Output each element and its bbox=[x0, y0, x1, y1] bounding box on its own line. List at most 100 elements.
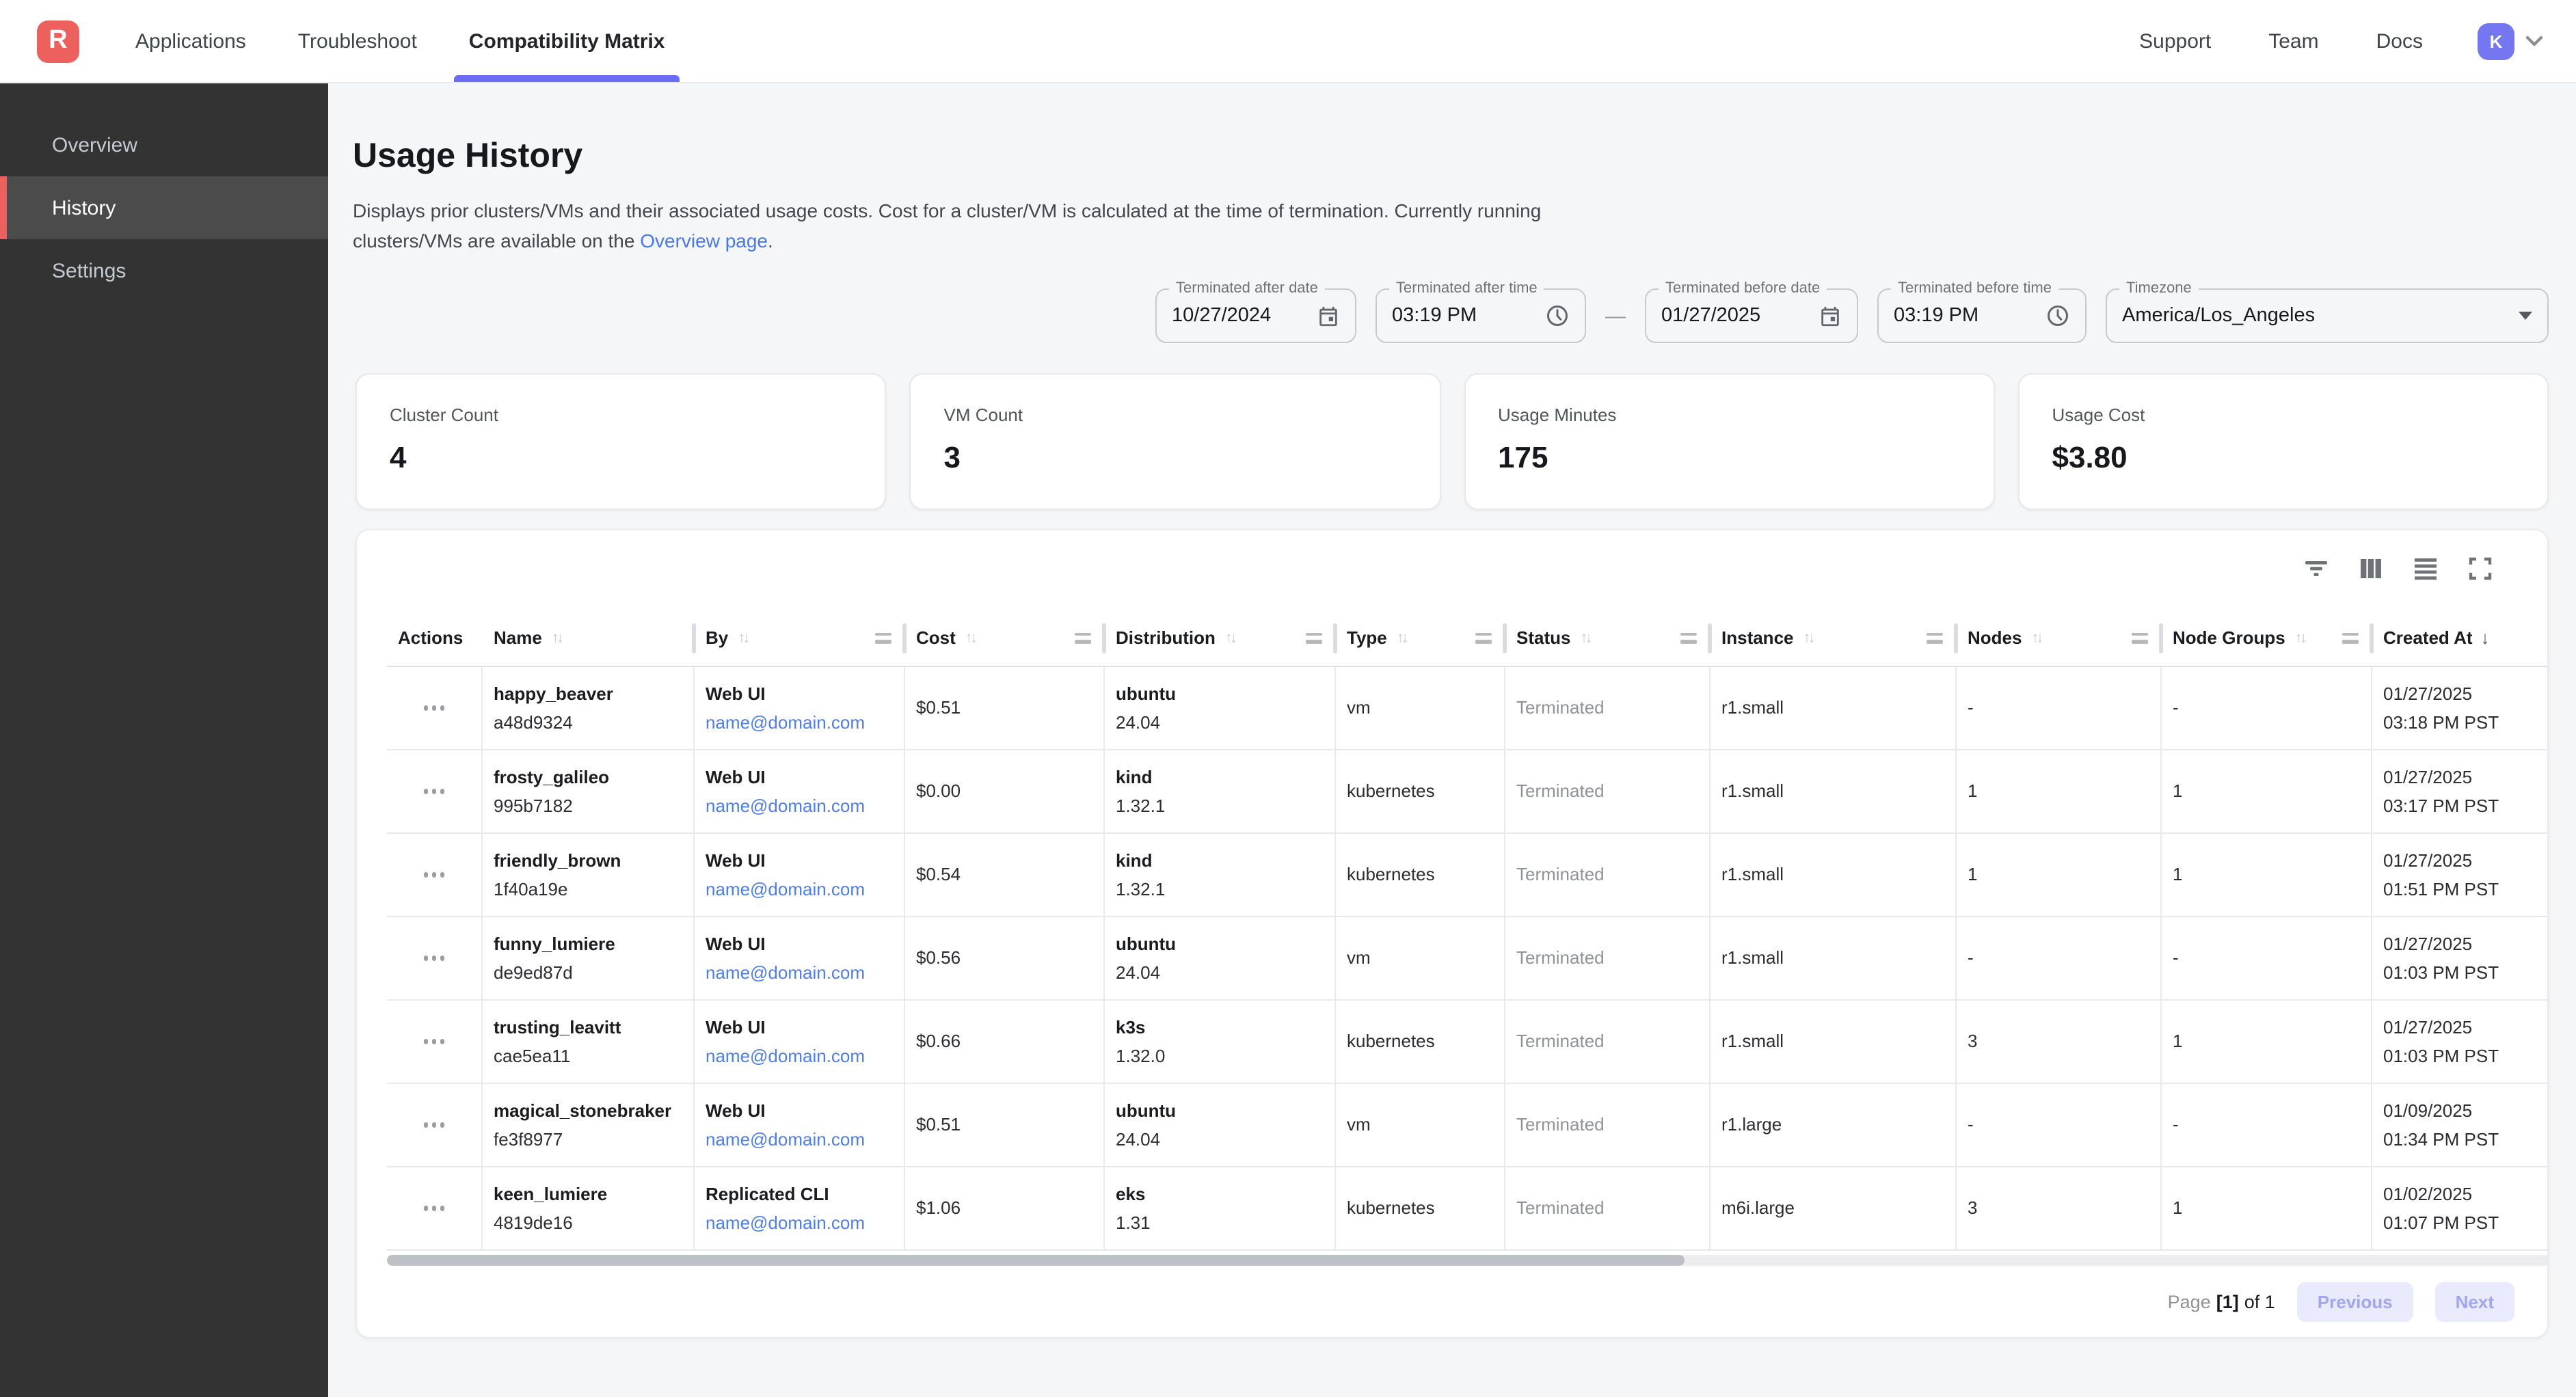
sidebar-item-settings[interactable]: Settings bbox=[52, 259, 126, 282]
column-menu-icon[interactable] bbox=[2342, 632, 2359, 643]
cell-cost: $0.56 bbox=[905, 917, 1105, 999]
row-actions-button[interactable] bbox=[416, 698, 453, 719]
terminated-after-time-field[interactable]: Terminated after time 03:19 PM bbox=[1376, 280, 1586, 343]
calendar-icon[interactable] bbox=[1317, 304, 1340, 327]
column-separator[interactable] bbox=[1102, 623, 1106, 653]
sidebar-item-history[interactable]: History bbox=[0, 176, 328, 239]
cell-status: Terminated bbox=[1505, 667, 1710, 749]
user-avatar[interactable]: K bbox=[2478, 23, 2514, 59]
column-separator[interactable] bbox=[2370, 623, 2374, 653]
column-menu-icon[interactable] bbox=[1475, 632, 1492, 643]
column-separator[interactable] bbox=[1333, 623, 1337, 653]
fullscreen-icon[interactable] bbox=[2468, 556, 2493, 581]
column-header-node_groups[interactable]: Node Groups ↑↓ bbox=[2162, 610, 2374, 666]
filter-icon[interactable] bbox=[2304, 556, 2329, 581]
row-actions-button[interactable] bbox=[416, 948, 453, 969]
chevron-down-icon[interactable] bbox=[2525, 36, 2543, 46]
clock-icon[interactable] bbox=[2045, 303, 2070, 328]
terminated-before-time-field[interactable]: Terminated before time 03:19 PM bbox=[1877, 280, 2087, 343]
previous-page-button[interactable]: Previous bbox=[2296, 1281, 2413, 1321]
nav-link-team[interactable]: Team bbox=[2268, 29, 2319, 53]
clock-icon[interactable] bbox=[1545, 303, 1570, 328]
timezone-select[interactable]: Timezone America/Los_Angeles bbox=[2106, 280, 2549, 343]
sort-icon[interactable]: ↑↓ bbox=[1580, 629, 1592, 646]
dropdown-arrow-icon[interactable] bbox=[2519, 312, 2532, 320]
columns-icon[interactable] bbox=[2359, 556, 2383, 581]
row-actions-button[interactable] bbox=[416, 865, 453, 886]
terminated-after-time-value[interactable]: 03:19 PM bbox=[1392, 305, 1477, 327]
column-header-distribution[interactable]: Distribution ↑↓ bbox=[1105, 610, 1337, 666]
sort-icon[interactable]: ↑↓ bbox=[2294, 629, 2307, 646]
terminated-before-date-field[interactable]: Terminated before date 01/27/2025 bbox=[1645, 280, 1858, 343]
column-menu-icon[interactable] bbox=[1680, 632, 1697, 643]
density-icon[interactable] bbox=[2413, 556, 2438, 581]
tab-troubleshoot[interactable]: Troubleshoot bbox=[297, 29, 417, 53]
email-link[interactable]: name@domain.com bbox=[706, 711, 866, 732]
email-link[interactable]: name@domain.com bbox=[706, 795, 866, 815]
column-menu-icon[interactable] bbox=[2132, 632, 2148, 643]
column-header-type[interactable]: Type ↑↓ bbox=[1336, 610, 1507, 666]
cell-text-by_source: Web UI bbox=[706, 933, 766, 953]
email-link[interactable]: name@domain.com bbox=[706, 962, 866, 982]
column-header-created_at[interactable]: Created At ↓ bbox=[2372, 610, 2547, 666]
email-link[interactable]: name@domain.com bbox=[706, 1045, 866, 1066]
column-header-name[interactable]: Name ↑↓ bbox=[483, 610, 696, 666]
column-menu-icon[interactable] bbox=[1306, 632, 1322, 643]
column-separator[interactable] bbox=[902, 623, 907, 653]
terminated-after-date-value[interactable]: 10/27/2024 bbox=[1172, 305, 1272, 327]
column-menu-icon[interactable] bbox=[1075, 632, 1091, 643]
horizontal-scrollbar-thumb[interactable] bbox=[387, 1255, 1685, 1266]
terminated-before-date-value[interactable]: 01/27/2025 bbox=[1661, 305, 1761, 327]
sort-icon[interactable]: ↑↓ bbox=[1396, 629, 1409, 646]
replicated-logo[interactable]: R bbox=[37, 20, 79, 62]
usage-table-card: Actions Name ↑↓ By ↑↓ Cost ↑↓ Distribution ↑↓ Typ… bbox=[355, 529, 2549, 1338]
sort-icon[interactable]: ↑↓ bbox=[965, 629, 978, 646]
column-header-cost[interactable]: Cost ↑↓ bbox=[905, 610, 1106, 666]
email-link[interactable]: name@domain.com bbox=[706, 1128, 866, 1149]
stat-value: 3 bbox=[943, 440, 961, 474]
cell-text-status: Terminated bbox=[1516, 864, 1605, 884]
column-header-by[interactable]: By ↑↓ bbox=[695, 610, 907, 666]
row-actions-button[interactable] bbox=[416, 1115, 453, 1136]
cell-text-instance: r1.small bbox=[1721, 947, 1784, 968]
sort-icon[interactable]: ↑↓ bbox=[1224, 629, 1237, 646]
column-header-instance[interactable]: Instance ↑↓ bbox=[1710, 610, 1958, 666]
sort-icon[interactable]: ↑↓ bbox=[551, 629, 564, 646]
sort-icon[interactable]: ↑↓ bbox=[738, 629, 750, 646]
terminated-after-date-field[interactable]: Terminated after date 10/27/2024 bbox=[1155, 280, 1356, 343]
column-separator[interactable] bbox=[1954, 623, 1958, 653]
email-link[interactable]: name@domain.com bbox=[706, 878, 866, 899]
nav-link-support[interactable]: Support bbox=[2139, 29, 2212, 53]
cell-text-type: kubernetes bbox=[1347, 1197, 1435, 1218]
next-page-button[interactable]: Next bbox=[2434, 1281, 2514, 1321]
tab-applications[interactable]: Applications bbox=[135, 29, 246, 53]
email-link[interactable]: name@domain.com bbox=[706, 1212, 866, 1232]
column-separator[interactable] bbox=[1503, 623, 1507, 653]
row-actions-button[interactable] bbox=[416, 781, 453, 802]
table-row: friendly_brown 1f40a19e Web UI name@domain.… bbox=[387, 834, 2547, 917]
sidebar-item-overview[interactable]: Overview bbox=[52, 133, 138, 157]
column-menu-icon[interactable] bbox=[1927, 632, 1943, 643]
overview-page-link[interactable]: Overview page bbox=[640, 230, 768, 252]
row-actions-button[interactable] bbox=[416, 1198, 453, 1219]
terminated-before-time-value[interactable]: 03:19 PM bbox=[1894, 305, 1979, 327]
column-separator[interactable] bbox=[1708, 623, 1712, 653]
calendar-icon[interactable] bbox=[1819, 304, 1842, 327]
table-row: funny_lumiere de9ed87d Web UI name@domain.c… bbox=[387, 917, 2547, 1001]
column-label: Created At bbox=[2383, 627, 2473, 648]
column-separator[interactable] bbox=[692, 623, 696, 653]
cell-text-type: vm bbox=[1347, 1114, 1371, 1135]
row-actions-button[interactable] bbox=[416, 1031, 453, 1053]
column-header-status[interactable]: Status ↑↓ bbox=[1505, 610, 1712, 666]
column-menu-icon[interactable] bbox=[875, 632, 891, 643]
sort-icon[interactable]: ↑↓ bbox=[1803, 629, 1816, 646]
horizontal-scrollbar-track[interactable] bbox=[387, 1255, 2547, 1266]
sort-desc-icon[interactable]: ↓ bbox=[2480, 627, 2490, 648]
tab-compatibility-matrix[interactable]: Compatibility Matrix bbox=[443, 0, 691, 82]
column-header-nodes[interactable]: Nodes ↑↓ bbox=[1957, 610, 2163, 666]
nav-link-docs[interactable]: Docs bbox=[2376, 29, 2423, 53]
main-content: Usage History Displays prior clusters/VM… bbox=[328, 83, 2576, 1397]
sort-icon[interactable]: ↑↓ bbox=[2031, 629, 2043, 646]
column-separator[interactable] bbox=[2159, 623, 2163, 653]
timezone-value[interactable]: America/Los_Angeles bbox=[2122, 305, 2316, 327]
